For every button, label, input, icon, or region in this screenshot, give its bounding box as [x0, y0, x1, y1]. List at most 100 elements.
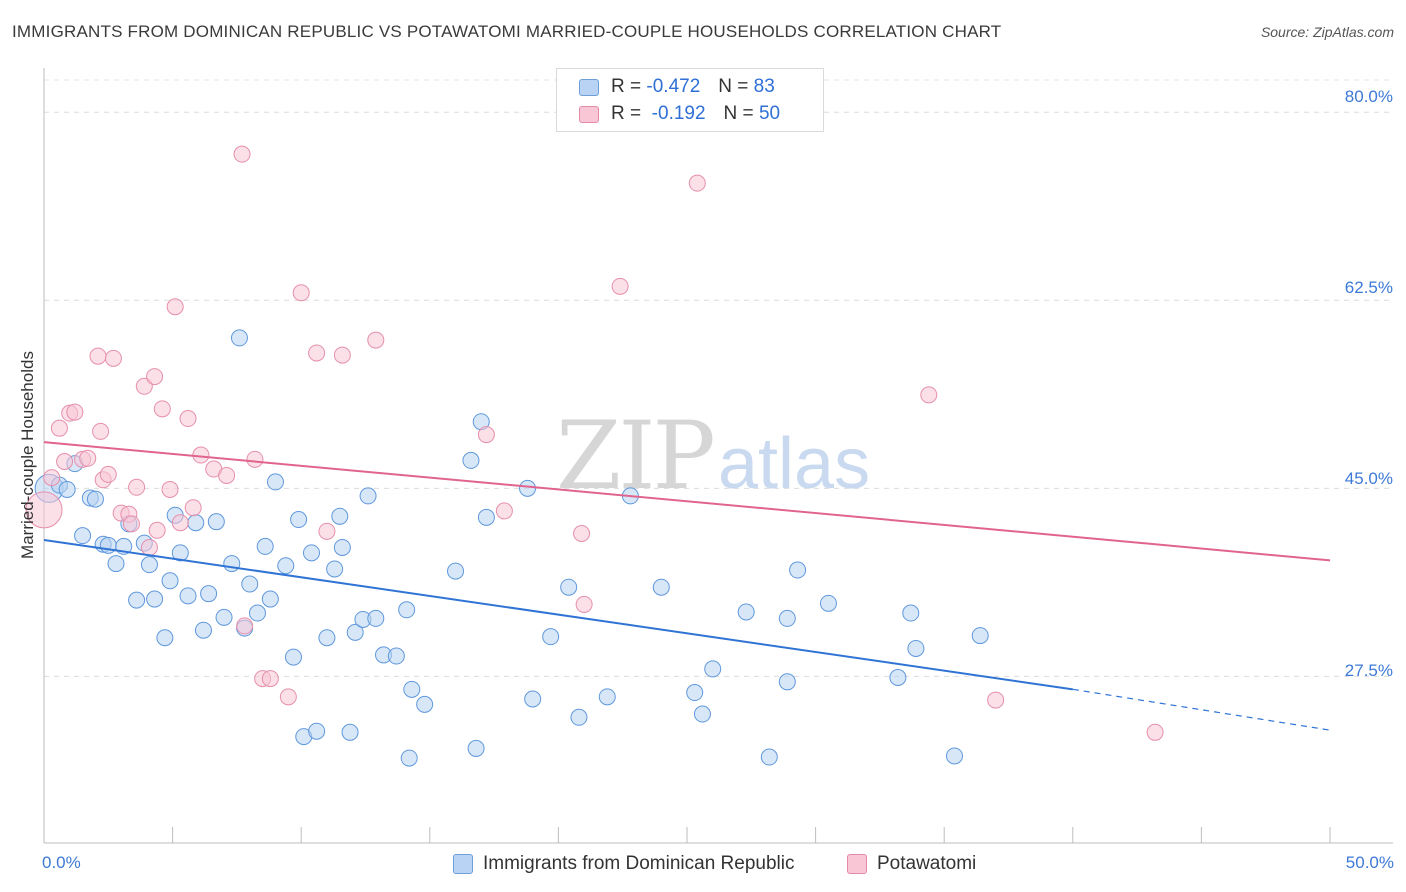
x-tick-label-max: 50.0% [1345, 853, 1394, 872]
data-point [519, 479, 537, 497]
data-point [171, 544, 189, 562]
data-point [166, 298, 184, 316]
legend-swatch-blue [579, 78, 599, 96]
data-point [223, 555, 241, 573]
data-point [902, 604, 920, 622]
y-tick-label: 80.0% [1344, 87, 1393, 106]
data-point [688, 174, 706, 192]
data-point [153, 400, 171, 418]
legend-n-value: 50 [758, 103, 781, 124]
data-point [290, 511, 308, 529]
data-point [200, 585, 218, 603]
data-point [179, 410, 197, 428]
data-point [308, 344, 326, 362]
data-point [889, 669, 907, 687]
trend-line-dominican-extension [1072, 688, 1331, 731]
legend-r-label: R = [611, 103, 642, 124]
data-point [99, 465, 117, 483]
data-point [778, 673, 796, 691]
data-point [462, 451, 480, 469]
legend-swatch-pink [579, 105, 599, 123]
legend-n-value: 83 [753, 76, 775, 97]
y-tick-label: 27.5% [1344, 661, 1393, 680]
data-point [693, 705, 711, 723]
data-point [284, 648, 302, 666]
data-point [58, 480, 76, 498]
data-point [387, 647, 405, 665]
data-point [737, 603, 755, 621]
data-point [495, 502, 513, 520]
legend-row-dominican: R = -0.472 N = 83 [579, 75, 775, 99]
legend-row-potawatomi: R = -0.192 N = 50 [579, 102, 780, 126]
data-point [920, 386, 938, 404]
legend-n-label: N = [718, 76, 749, 97]
data-point [171, 514, 189, 532]
data-point [92, 422, 110, 440]
legend-r-value: -0.472 [646, 76, 701, 97]
data-point [611, 277, 629, 295]
data-point [398, 601, 416, 619]
trend-lines [43, 441, 1331, 731]
data-point [477, 426, 495, 444]
data-point [573, 525, 591, 543]
data-point [318, 629, 336, 647]
data-point [292, 284, 310, 302]
legend-r-value: -0.192 [651, 103, 706, 124]
data-point [467, 739, 485, 757]
x-tick-label-min: 0.0% [42, 853, 81, 872]
data-point [140, 538, 158, 556]
data-point [308, 722, 326, 740]
data-point [447, 562, 465, 580]
data-point [367, 331, 385, 349]
data-point [236, 617, 254, 635]
data-point [266, 473, 284, 491]
data-point [570, 708, 588, 726]
data-point [56, 453, 74, 470]
data-point [367, 609, 385, 627]
data-point [277, 557, 295, 575]
data-point [760, 748, 778, 766]
data-point [246, 450, 264, 468]
data-point [89, 347, 107, 365]
trend-line-dominican [43, 538, 1073, 691]
data-point [140, 556, 158, 574]
y-tick-label: 45.0% [1344, 469, 1393, 488]
data-point [107, 555, 125, 573]
data-point [233, 145, 251, 163]
data-point [575, 595, 593, 613]
data-point [652, 578, 670, 596]
data-point [187, 514, 205, 532]
data-point [333, 538, 351, 556]
data-point [43, 469, 61, 487]
data-point [359, 487, 377, 505]
data-point [207, 513, 225, 531]
data-point [256, 537, 274, 555]
series-dominican-republic [34, 329, 989, 767]
data-point [192, 446, 210, 464]
data-point [79, 449, 97, 467]
data-point [122, 515, 140, 533]
data-point [161, 572, 179, 590]
data-point [218, 466, 236, 484]
bottom-legend-swatch-pink [847, 854, 867, 874]
data-point [789, 561, 807, 579]
data-point [542, 628, 560, 646]
data-point [1146, 723, 1164, 741]
data-point [179, 587, 197, 605]
data-point [704, 660, 722, 678]
data-point [261, 670, 279, 688]
data-point [66, 403, 84, 421]
y-tick-label: 62.5% [1344, 278, 1393, 297]
data-point [146, 368, 164, 386]
data-point [25, 491, 63, 529]
bottom-legend-label: Potawatomi [877, 853, 977, 874]
data-point [326, 560, 344, 578]
data-point [279, 688, 297, 706]
data-point [987, 691, 1005, 709]
data-point [161, 480, 179, 498]
correlation-legend: R = -0.472 N = 83 R = -0.192 N = 50 [556, 68, 824, 132]
data-point [128, 478, 146, 496]
data-point [104, 349, 122, 367]
data-point [400, 749, 418, 767]
data-point [971, 627, 989, 645]
